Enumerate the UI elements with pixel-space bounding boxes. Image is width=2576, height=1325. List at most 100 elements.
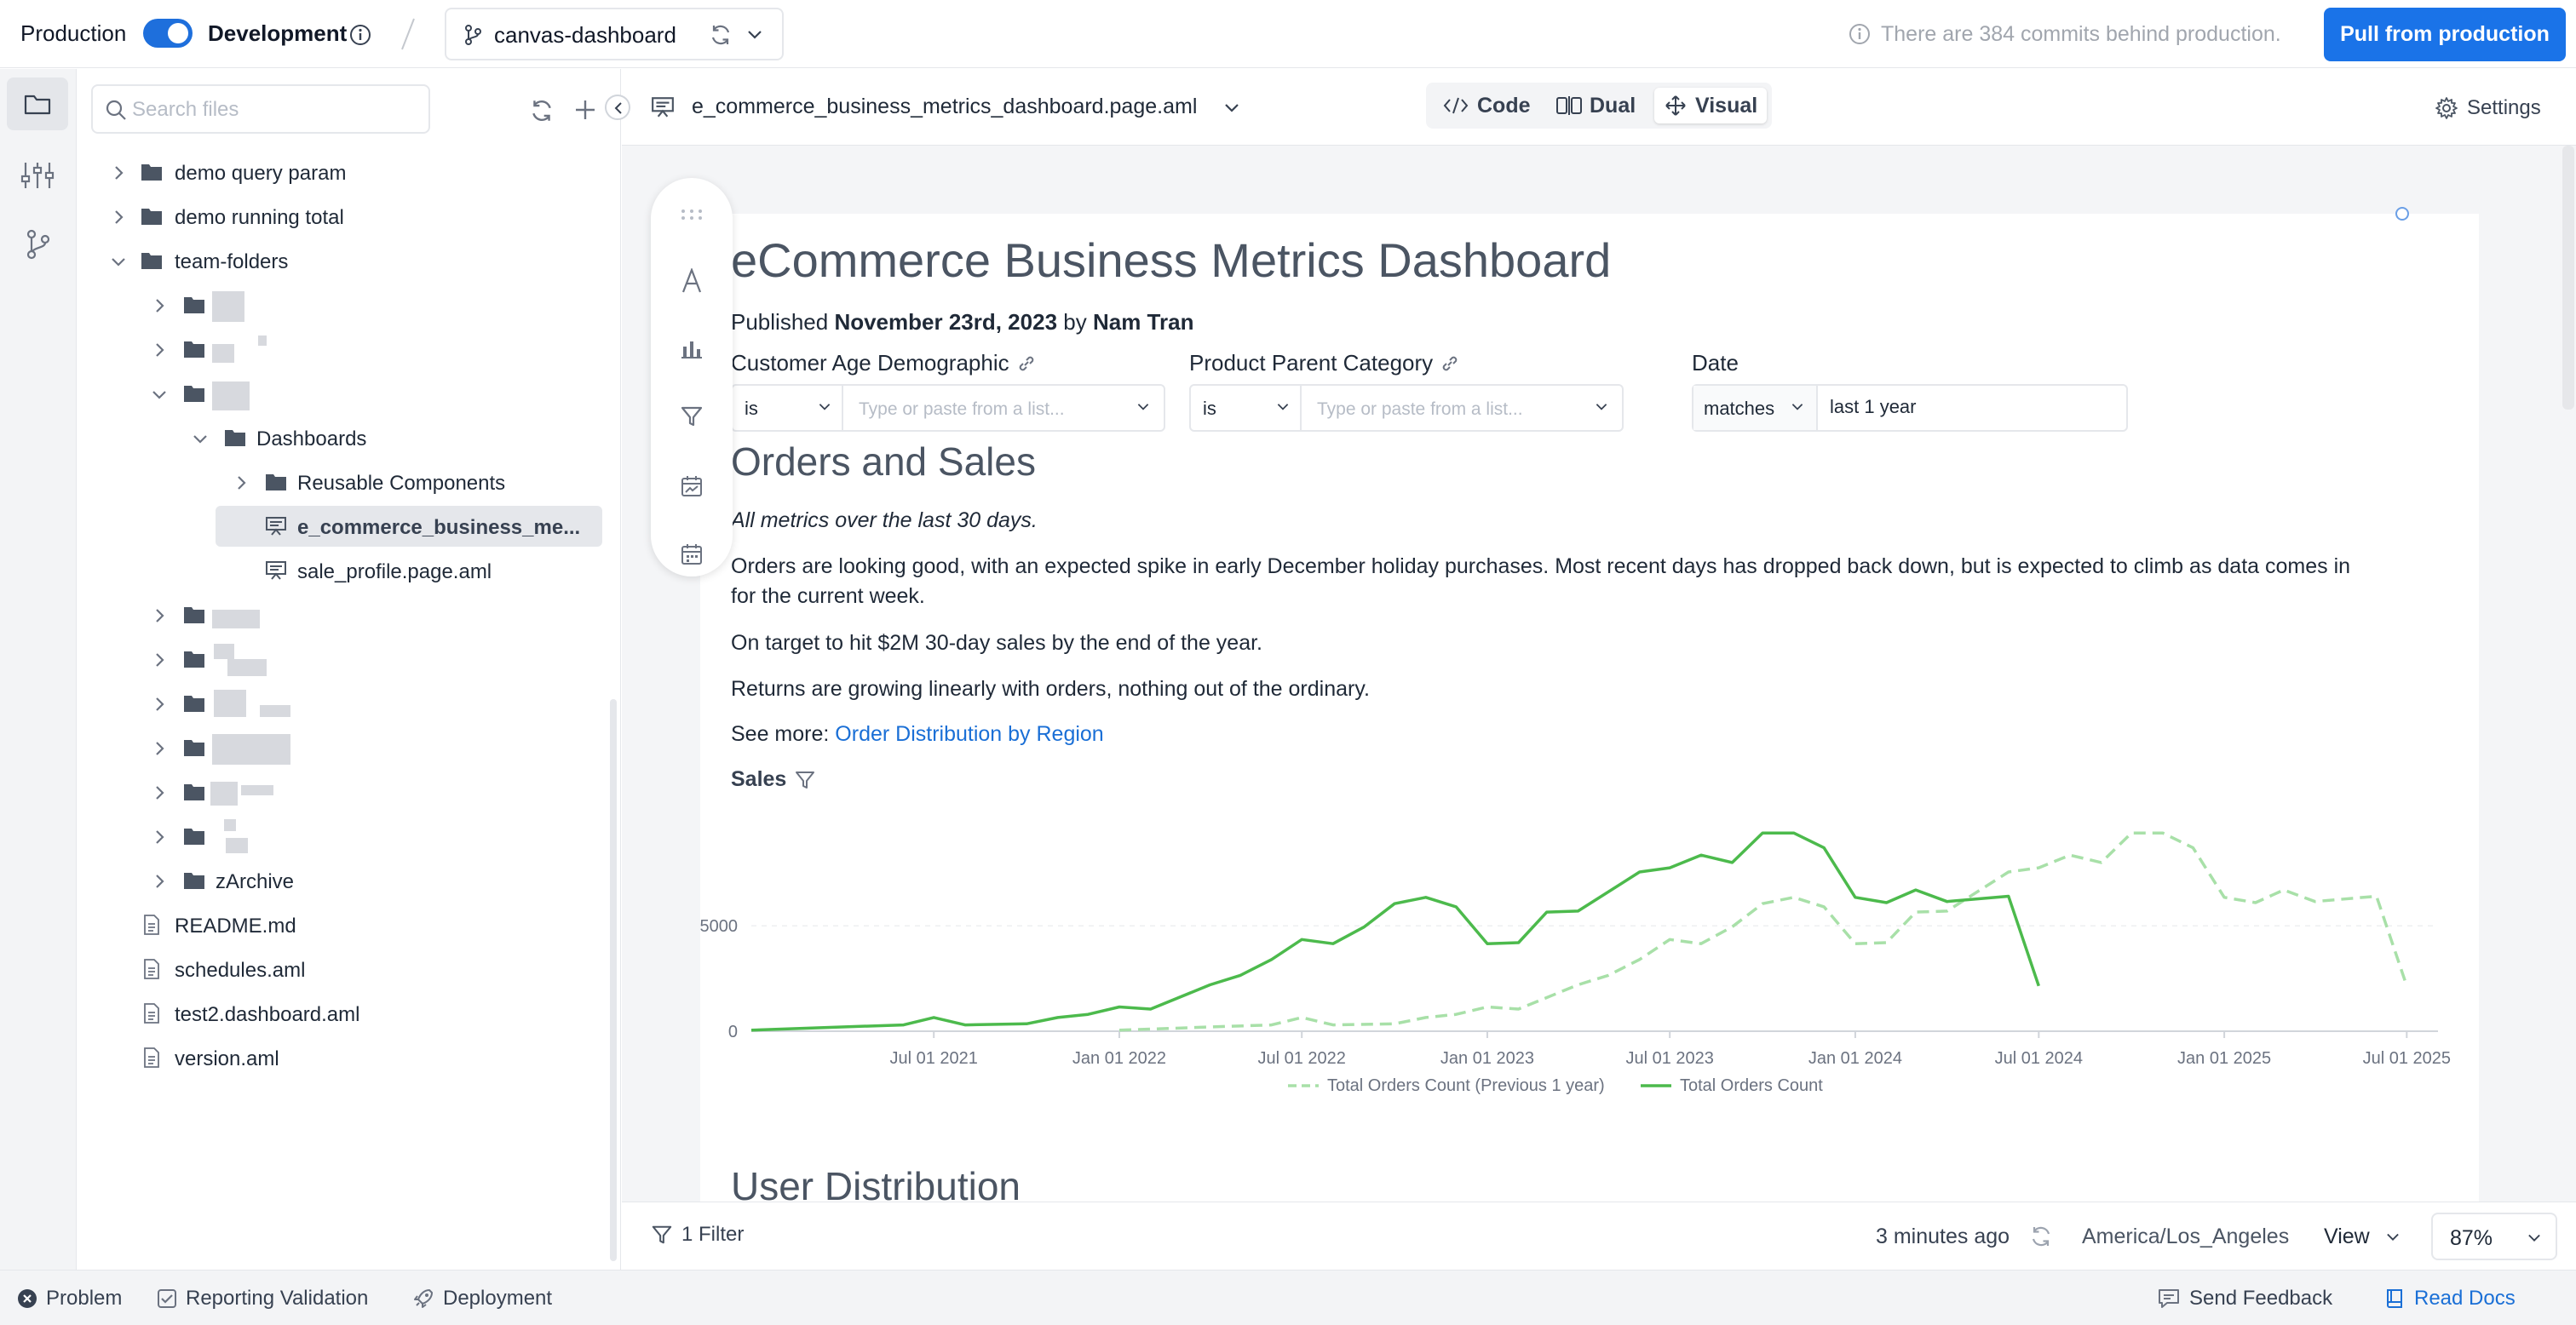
chevron-right-icon[interactable] bbox=[151, 607, 168, 624]
activity-rail bbox=[0, 69, 77, 1270]
send-feedback-button[interactable]: Send Feedback bbox=[2157, 1287, 2332, 1311]
tree-scrollbar[interactable] bbox=[610, 699, 617, 1261]
chevron-right-icon[interactable] bbox=[151, 740, 168, 757]
tree-item-ecommerce-dashboard[interactable]: e_commerce_business_me... bbox=[78, 506, 606, 548]
folder-icon bbox=[141, 253, 162, 269]
operator-select[interactable]: is bbox=[733, 386, 843, 430]
tree-item-redacted-folder[interactable] bbox=[78, 771, 606, 814]
chevron-right-icon[interactable] bbox=[151, 651, 168, 668]
settings-button[interactable]: Settings bbox=[2435, 91, 2541, 125]
operator-select[interactable]: is bbox=[1191, 386, 1302, 430]
chevron-down-icon[interactable] bbox=[192, 430, 209, 447]
value-input-placeholder[interactable]: Type or paste from a list... bbox=[1317, 399, 1523, 419]
chevron-right-icon[interactable] bbox=[151, 341, 168, 358]
date-filter-tool-icon[interactable] bbox=[680, 542, 704, 566]
dual-pane-icon bbox=[1556, 96, 1582, 115]
refresh-icon[interactable] bbox=[2029, 1225, 2053, 1248]
chevron-right-icon[interactable] bbox=[151, 829, 168, 846]
environment-toggle[interactable] bbox=[143, 19, 193, 48]
rail-item-files[interactable] bbox=[7, 77, 68, 130]
chevron-right-icon[interactable] bbox=[110, 164, 127, 181]
view-menu-button[interactable]: View bbox=[2324, 1225, 2401, 1249]
git-branch-icon bbox=[463, 24, 482, 46]
zoom-select[interactable]: 87% bbox=[2431, 1213, 2557, 1260]
mode-dual-button[interactable]: Dual bbox=[1547, 88, 1651, 123]
tree-item-redacted-folder[interactable] bbox=[78, 329, 606, 371]
folder-icon bbox=[266, 474, 286, 490]
chevron-down-icon[interactable] bbox=[110, 253, 127, 270]
deployment-button[interactable]: Deployment bbox=[412, 1287, 552, 1311]
canvas-scrollbar[interactable] bbox=[2562, 146, 2574, 410]
refresh-icon[interactable] bbox=[529, 98, 555, 123]
chevron-right-icon[interactable] bbox=[151, 696, 168, 713]
sync-icon[interactable] bbox=[709, 23, 733, 47]
tree-item-redacted-folder[interactable] bbox=[78, 727, 606, 770]
chevron-down-icon bbox=[2528, 1234, 2540, 1242]
search-files-input[interactable] bbox=[132, 96, 413, 123]
sliders-icon[interactable] bbox=[20, 161, 55, 190]
chevron-right-icon[interactable] bbox=[110, 209, 127, 226]
tree-item-sale-profile[interactable]: sale_profile.page.aml bbox=[78, 550, 606, 593]
tree-item-schedules[interactable]: schedules.aml bbox=[78, 949, 606, 991]
problem-button[interactable]: Problem bbox=[17, 1287, 122, 1311]
timezone-label[interactable]: America/Los_Angeles bbox=[2082, 1225, 2290, 1248]
file-menu-chevron-icon[interactable] bbox=[1223, 101, 1240, 115]
info-icon[interactable] bbox=[349, 24, 371, 46]
deployment-label: Deployment bbox=[443, 1287, 553, 1310]
tree-item-reusable-components[interactable]: Reusable Components bbox=[78, 462, 606, 504]
tree-item-demo-running-total[interactable]: demo running total bbox=[78, 196, 606, 238]
tree-item-demo-query-param[interactable]: demo query param bbox=[78, 152, 606, 194]
drag-handle-icon[interactable] bbox=[680, 209, 704, 221]
order-distribution-link[interactable]: Order Distribution by Region bbox=[835, 722, 1104, 746]
operator-select[interactable]: matches bbox=[1693, 386, 1818, 430]
folder-icon bbox=[184, 607, 204, 623]
reporting-validation-label: Reporting Validation bbox=[186, 1287, 369, 1310]
git-branch-icon[interactable] bbox=[26, 229, 51, 260]
collapse-sidebar-button[interactable] bbox=[605, 95, 630, 120]
read-docs-link[interactable]: Read Docs bbox=[2385, 1287, 2516, 1311]
chevron-right-icon[interactable] bbox=[151, 784, 168, 801]
date-chart-tool-icon[interactable] bbox=[680, 474, 704, 498]
chevron-down-icon[interactable] bbox=[1595, 401, 1608, 413]
chevron-right-icon[interactable] bbox=[151, 873, 168, 890]
mode-visual-button[interactable]: Visual bbox=[1654, 88, 1767, 123]
bar-chart-tool-icon[interactable] bbox=[680, 336, 704, 360]
tree-item-team-folders[interactable]: team-folders bbox=[78, 240, 606, 283]
tree-item-redacted-folder[interactable] bbox=[78, 373, 606, 416]
pull-from-production-button[interactable]: Pull from production bbox=[2324, 8, 2566, 61]
sales-line-chart[interactable]: 0 5000 Jul 01 2021 Jan 01 2022 Jul 01 2022 J… bbox=[700, 801, 2479, 1125]
dashboard-title: eCommerce Business Metrics Dashboard bbox=[731, 233, 1612, 287]
date-value-input[interactable]: last 1 year bbox=[1830, 396, 1917, 417]
text-tool-icon[interactable] bbox=[680, 268, 704, 294]
mode-code-button[interactable]: Code bbox=[1433, 88, 1544, 123]
chevron-down-icon[interactable] bbox=[151, 386, 168, 403]
tree-item-redacted-folder[interactable] bbox=[78, 816, 606, 858]
filter-icon[interactable] bbox=[795, 770, 815, 790]
mode-dual-label: Dual bbox=[1590, 93, 1636, 118]
x-tick-label: Jul 01 2023 bbox=[1625, 1049, 1713, 1068]
resize-handle[interactable] bbox=[2395, 207, 2409, 221]
tree-item-version[interactable]: version.aml bbox=[78, 1037, 606, 1080]
tree-item-dashboards[interactable]: Dashboards bbox=[78, 417, 606, 460]
branch-selector[interactable]: canvas-dashboard bbox=[445, 8, 784, 60]
y-tick-label: 0 bbox=[728, 1023, 738, 1041]
tree-item-redacted-folder[interactable] bbox=[78, 284, 606, 327]
filter-tool-icon[interactable] bbox=[680, 404, 704, 428]
tree-item-readme[interactable]: README.md bbox=[78, 904, 606, 947]
search-files-box[interactable] bbox=[91, 84, 430, 134]
chevron-down-icon[interactable] bbox=[746, 28, 763, 42]
tree-item-redacted-folder[interactable] bbox=[78, 639, 606, 681]
tree-item-redacted-folder[interactable] bbox=[78, 683, 606, 726]
chevron-right-icon[interactable] bbox=[233, 474, 250, 491]
add-file-icon[interactable] bbox=[573, 98, 597, 122]
tree-item-redacted-folder[interactable] bbox=[78, 594, 606, 637]
tree-item-test2-dashboard[interactable]: test2.dashboard.aml bbox=[78, 993, 606, 1035]
filter-icon bbox=[652, 1225, 672, 1244]
filter-count-button[interactable]: 1 Filter bbox=[651, 1223, 744, 1247]
value-input-placeholder[interactable]: Type or paste from a list... bbox=[859, 399, 1065, 419]
chevron-right-icon[interactable] bbox=[151, 297, 168, 314]
chevron-down-icon[interactable] bbox=[1136, 401, 1150, 413]
published-by: by bbox=[1063, 309, 1087, 335]
reporting-validation-button[interactable]: Reporting Validation bbox=[157, 1287, 368, 1311]
tree-item-zarchive[interactable]: zArchive bbox=[78, 860, 606, 903]
